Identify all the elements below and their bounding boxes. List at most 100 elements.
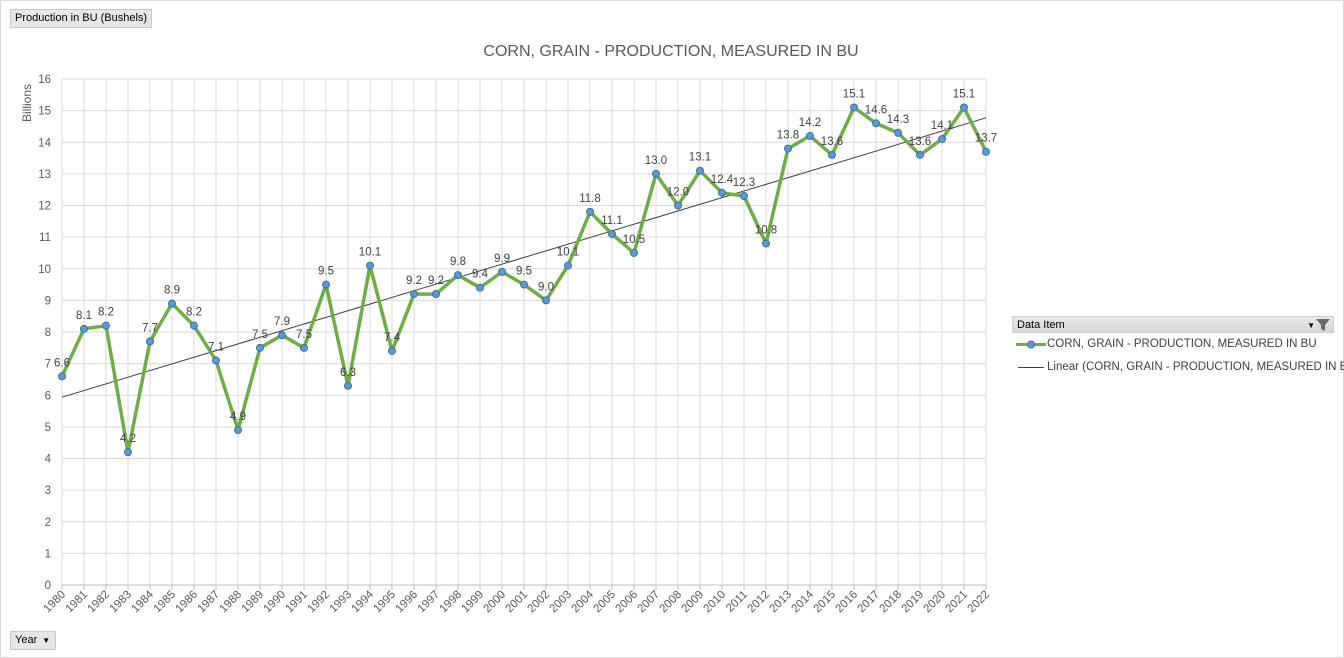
data-label: 13.1 — [689, 152, 711, 164]
series — [58, 103, 990, 457]
legend-series-label: CORN, GRAIN - PRODUCTION, MEASURED IN BU — [1047, 338, 1317, 350]
data-point — [542, 296, 550, 305]
y-tick-label: 0 — [45, 580, 51, 592]
filter-icon[interactable] — [1315, 318, 1331, 338]
data-point — [718, 188, 726, 197]
data-point — [256, 343, 264, 352]
y-tick-label: 15 — [38, 106, 51, 118]
data-label: 9.5 — [318, 266, 334, 278]
x-tick-label: 2016 — [834, 589, 861, 616]
gridlines — [61, 78, 987, 586]
x-tick-label: 2004 — [570, 588, 597, 615]
legend-trend-label: Linear (CORN, GRAIN - PRODUCTION, MEASUR… — [1047, 361, 1344, 373]
data-label: 10.5 — [623, 234, 645, 246]
y-axis-title: Billions — [20, 84, 34, 122]
data-point — [300, 343, 308, 352]
y-tick-label: 14 — [38, 137, 51, 149]
data-label: 10.8 — [755, 224, 777, 236]
x-tick-label: 1986 — [174, 589, 201, 616]
x-tick-label: 2013 — [768, 589, 795, 616]
data-point — [476, 283, 484, 292]
x-tick-label: 2010 — [702, 589, 729, 616]
data-point — [828, 150, 836, 159]
data-label: 4.9 — [230, 411, 246, 423]
x-tick-label: 1980 — [42, 589, 69, 616]
x-tick-label: 2014 — [790, 588, 817, 615]
data-point — [366, 261, 374, 270]
x-tick-label: 1990 — [262, 589, 289, 616]
data-point — [58, 372, 66, 381]
axis-field-button[interactable]: Year ▼ — [10, 631, 56, 650]
data-point — [784, 144, 792, 153]
x-tick-label: 2017 — [856, 589, 883, 616]
data-point — [960, 103, 968, 112]
x-tick-label: 2018 — [878, 589, 905, 616]
data-label: 4.2 — [120, 433, 136, 445]
data-label: 7.7 — [142, 322, 158, 334]
data-point — [630, 248, 638, 257]
data-point — [168, 299, 176, 308]
x-tick-label: 2002 — [526, 589, 553, 616]
x-tick-label: 2003 — [548, 589, 575, 616]
data-label: 6.3 — [340, 367, 356, 379]
y-tick-label: 12 — [38, 201, 51, 213]
data-point — [322, 280, 330, 289]
x-tick-label: 2020 — [922, 589, 949, 616]
series-line-key-icon — [1016, 340, 1046, 349]
legend-dropdown-icon[interactable]: ▼ — [1307, 321, 1315, 330]
data-label: 14.6 — [865, 104, 887, 116]
data-label: 9.8 — [450, 256, 466, 268]
chevron-down-icon[interactable]: ▼ — [42, 636, 51, 645]
data-label: 10.1 — [359, 247, 381, 259]
data-point — [146, 337, 154, 346]
data-point — [212, 356, 220, 365]
data-point — [278, 331, 286, 340]
legend-item-series[interactable]: CORN, GRAIN - PRODUCTION, MEASURED IN BU — [1012, 333, 1334, 356]
data-point — [586, 207, 594, 216]
x-tick-label: 1982 — [86, 589, 113, 616]
axis-field-label: Year — [15, 634, 38, 646]
data-label: 7.9 — [274, 316, 290, 328]
x-tick-label: 1994 — [350, 588, 377, 615]
value-field-button[interactable]: Production in BU (Bushels) — [10, 9, 153, 28]
data-label: 12.0 — [667, 187, 689, 199]
y-tick-label: 13 — [38, 169, 51, 181]
data-point — [410, 290, 418, 299]
data-label: 14.3 — [887, 114, 909, 126]
legend-header-label: Data Item — [1017, 319, 1065, 331]
x-tick-label: 2015 — [812, 589, 839, 616]
x-tick-label: 2001 — [504, 589, 531, 616]
data-point — [234, 426, 242, 435]
x-tick-label: 2019 — [900, 589, 927, 616]
x-tick-label: 1996 — [394, 589, 421, 616]
x-tick-label: 1993 — [328, 589, 355, 616]
y-tick-label: 3 — [45, 485, 51, 497]
y-tick-label: 2 — [45, 517, 51, 529]
data-label: 15.1 — [953, 88, 975, 100]
x-tick-label: 2005 — [592, 589, 619, 616]
data-label: 12.4 — [711, 174, 734, 186]
data-label: 10.1 — [557, 247, 579, 259]
data-label: 9.4 — [472, 269, 489, 281]
data-point — [982, 147, 990, 156]
legend-item-trendline[interactable]: Linear (CORN, GRAIN - PRODUCTION, MEASUR… — [1012, 356, 1344, 379]
x-tick-label: 2011 — [724, 589, 750, 615]
legend-header[interactable]: Data Item ▼ — [1012, 316, 1334, 333]
x-tick-label: 1995 — [372, 589, 399, 616]
data-label: 9.0 — [538, 281, 554, 293]
data-point — [894, 128, 902, 137]
data-label: 7.1 — [208, 341, 224, 353]
data-point — [850, 103, 858, 112]
data-label: 13.6 — [821, 136, 843, 148]
data-point — [124, 448, 132, 457]
x-tick-label: 1998 — [438, 589, 465, 616]
data-point — [762, 239, 770, 248]
data-point — [806, 131, 814, 140]
y-tick-label: 9 — [45, 295, 51, 307]
data-point — [608, 229, 616, 238]
data-point — [80, 324, 88, 333]
data-point — [652, 169, 660, 178]
data-label: 13.8 — [777, 130, 799, 142]
data-label: 9.9 — [494, 253, 510, 265]
data-label: 15.1 — [843, 88, 865, 100]
